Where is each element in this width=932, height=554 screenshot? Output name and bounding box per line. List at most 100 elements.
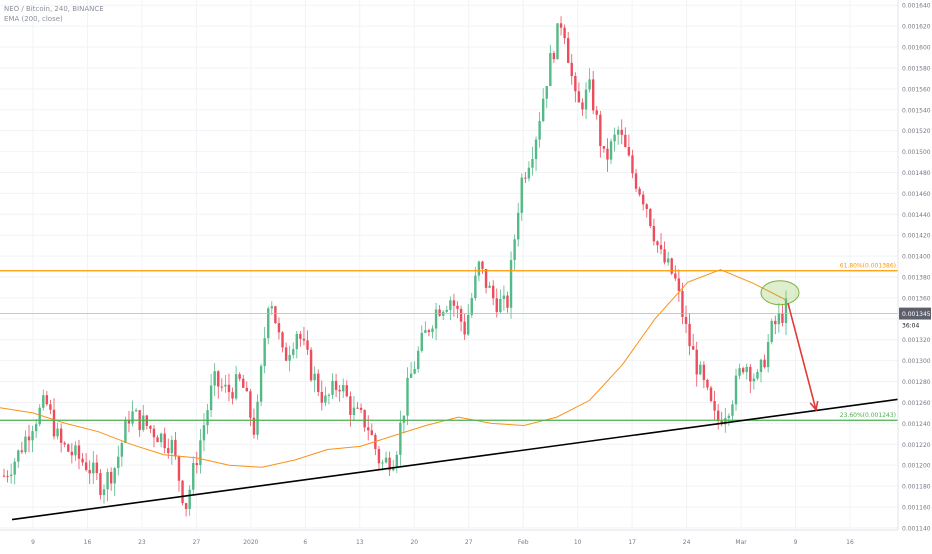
candle xyxy=(749,364,752,394)
candle xyxy=(295,330,299,359)
candle xyxy=(509,251,513,319)
candle-body xyxy=(24,436,27,453)
candle xyxy=(638,186,641,197)
candle-body xyxy=(367,427,370,431)
y-tick-label: 0.001520 xyxy=(902,128,931,135)
candle xyxy=(720,411,723,427)
candle-body xyxy=(99,473,102,496)
candle-body xyxy=(645,204,648,209)
candle-body xyxy=(77,445,81,459)
highlight-ellipse xyxy=(760,280,800,306)
candle xyxy=(117,445,120,476)
candle xyxy=(174,431,177,460)
y-tick-label: 0.001280 xyxy=(902,379,931,386)
candle-body xyxy=(613,134,616,142)
candle-body xyxy=(152,428,156,438)
fib-level-label: 23.60%(0.001243) xyxy=(840,412,896,419)
candle xyxy=(384,451,388,464)
countdown-value: 36:04 xyxy=(902,323,919,330)
candle-body xyxy=(588,79,591,90)
candle xyxy=(124,416,127,444)
candle-body xyxy=(327,394,331,396)
candle-body xyxy=(2,475,6,477)
candle xyxy=(81,453,84,466)
candle-body xyxy=(20,450,24,453)
candle-body xyxy=(377,449,381,464)
candle-body xyxy=(499,298,502,313)
candle-body xyxy=(206,410,209,426)
candle xyxy=(13,458,16,485)
y-tick-label: 0.001620 xyxy=(902,24,931,31)
candle-body xyxy=(249,391,252,418)
candle xyxy=(192,456,195,496)
x-tick-label: 27 xyxy=(465,539,473,546)
candle-body xyxy=(656,241,659,246)
candle xyxy=(309,347,313,382)
candle-body xyxy=(313,373,316,381)
candle-body xyxy=(438,309,441,316)
y-tick-label: 0.001460 xyxy=(902,191,931,198)
candle xyxy=(713,390,716,421)
candle xyxy=(413,361,416,375)
y-tick-label: 0.001600 xyxy=(902,45,931,52)
candle xyxy=(674,265,677,281)
candle-body xyxy=(731,404,734,416)
candle xyxy=(256,394,259,440)
candle-body xyxy=(299,333,302,339)
candle-body xyxy=(627,146,631,156)
candle xyxy=(352,396,356,421)
candle xyxy=(31,425,34,453)
candle xyxy=(591,70,595,115)
candle xyxy=(427,328,431,337)
candle-body xyxy=(545,86,548,99)
candle-body xyxy=(177,456,181,481)
candle xyxy=(406,367,409,426)
candle-body xyxy=(709,387,713,402)
candle-body xyxy=(659,245,663,250)
x-tick-label: 16 xyxy=(84,539,92,546)
candle xyxy=(777,303,781,333)
candle-body xyxy=(516,212,520,240)
candle xyxy=(99,468,102,500)
candle-body xyxy=(563,27,566,39)
candle-body xyxy=(38,407,41,425)
candle-body xyxy=(674,273,677,279)
candle xyxy=(288,345,291,372)
candle xyxy=(616,126,620,145)
candle-body xyxy=(277,323,281,333)
candle-body xyxy=(477,261,481,276)
candle xyxy=(6,470,9,483)
candle-body xyxy=(420,332,423,351)
candle xyxy=(656,240,659,253)
candle-body xyxy=(538,121,541,140)
overlay-layer: 61.80%(0.001386) 23.60%(0.001243) xyxy=(0,263,899,521)
candle-body xyxy=(102,489,106,496)
candle-body xyxy=(63,442,66,445)
candle xyxy=(770,318,773,345)
candle xyxy=(588,68,591,93)
candle-body xyxy=(549,53,552,87)
candle-body xyxy=(552,53,556,60)
candle xyxy=(649,208,652,229)
candle-body xyxy=(134,410,138,412)
candle xyxy=(516,202,520,247)
x-tick-label: 23 xyxy=(138,539,146,546)
candle-body xyxy=(452,300,456,306)
candle-body xyxy=(606,148,609,160)
candle-body xyxy=(584,89,588,110)
candle-body xyxy=(156,437,159,443)
candle xyxy=(52,398,56,440)
x-tick-label: 20 xyxy=(410,539,418,546)
candle xyxy=(502,285,506,311)
candle xyxy=(302,326,306,346)
candle xyxy=(367,415,370,441)
candle xyxy=(88,460,91,485)
candle xyxy=(652,218,656,246)
candle-body xyxy=(527,167,531,179)
candle xyxy=(252,408,256,439)
grid-layer xyxy=(0,0,898,530)
candle-body xyxy=(595,110,598,115)
x-tick-label: Feb xyxy=(518,539,529,546)
